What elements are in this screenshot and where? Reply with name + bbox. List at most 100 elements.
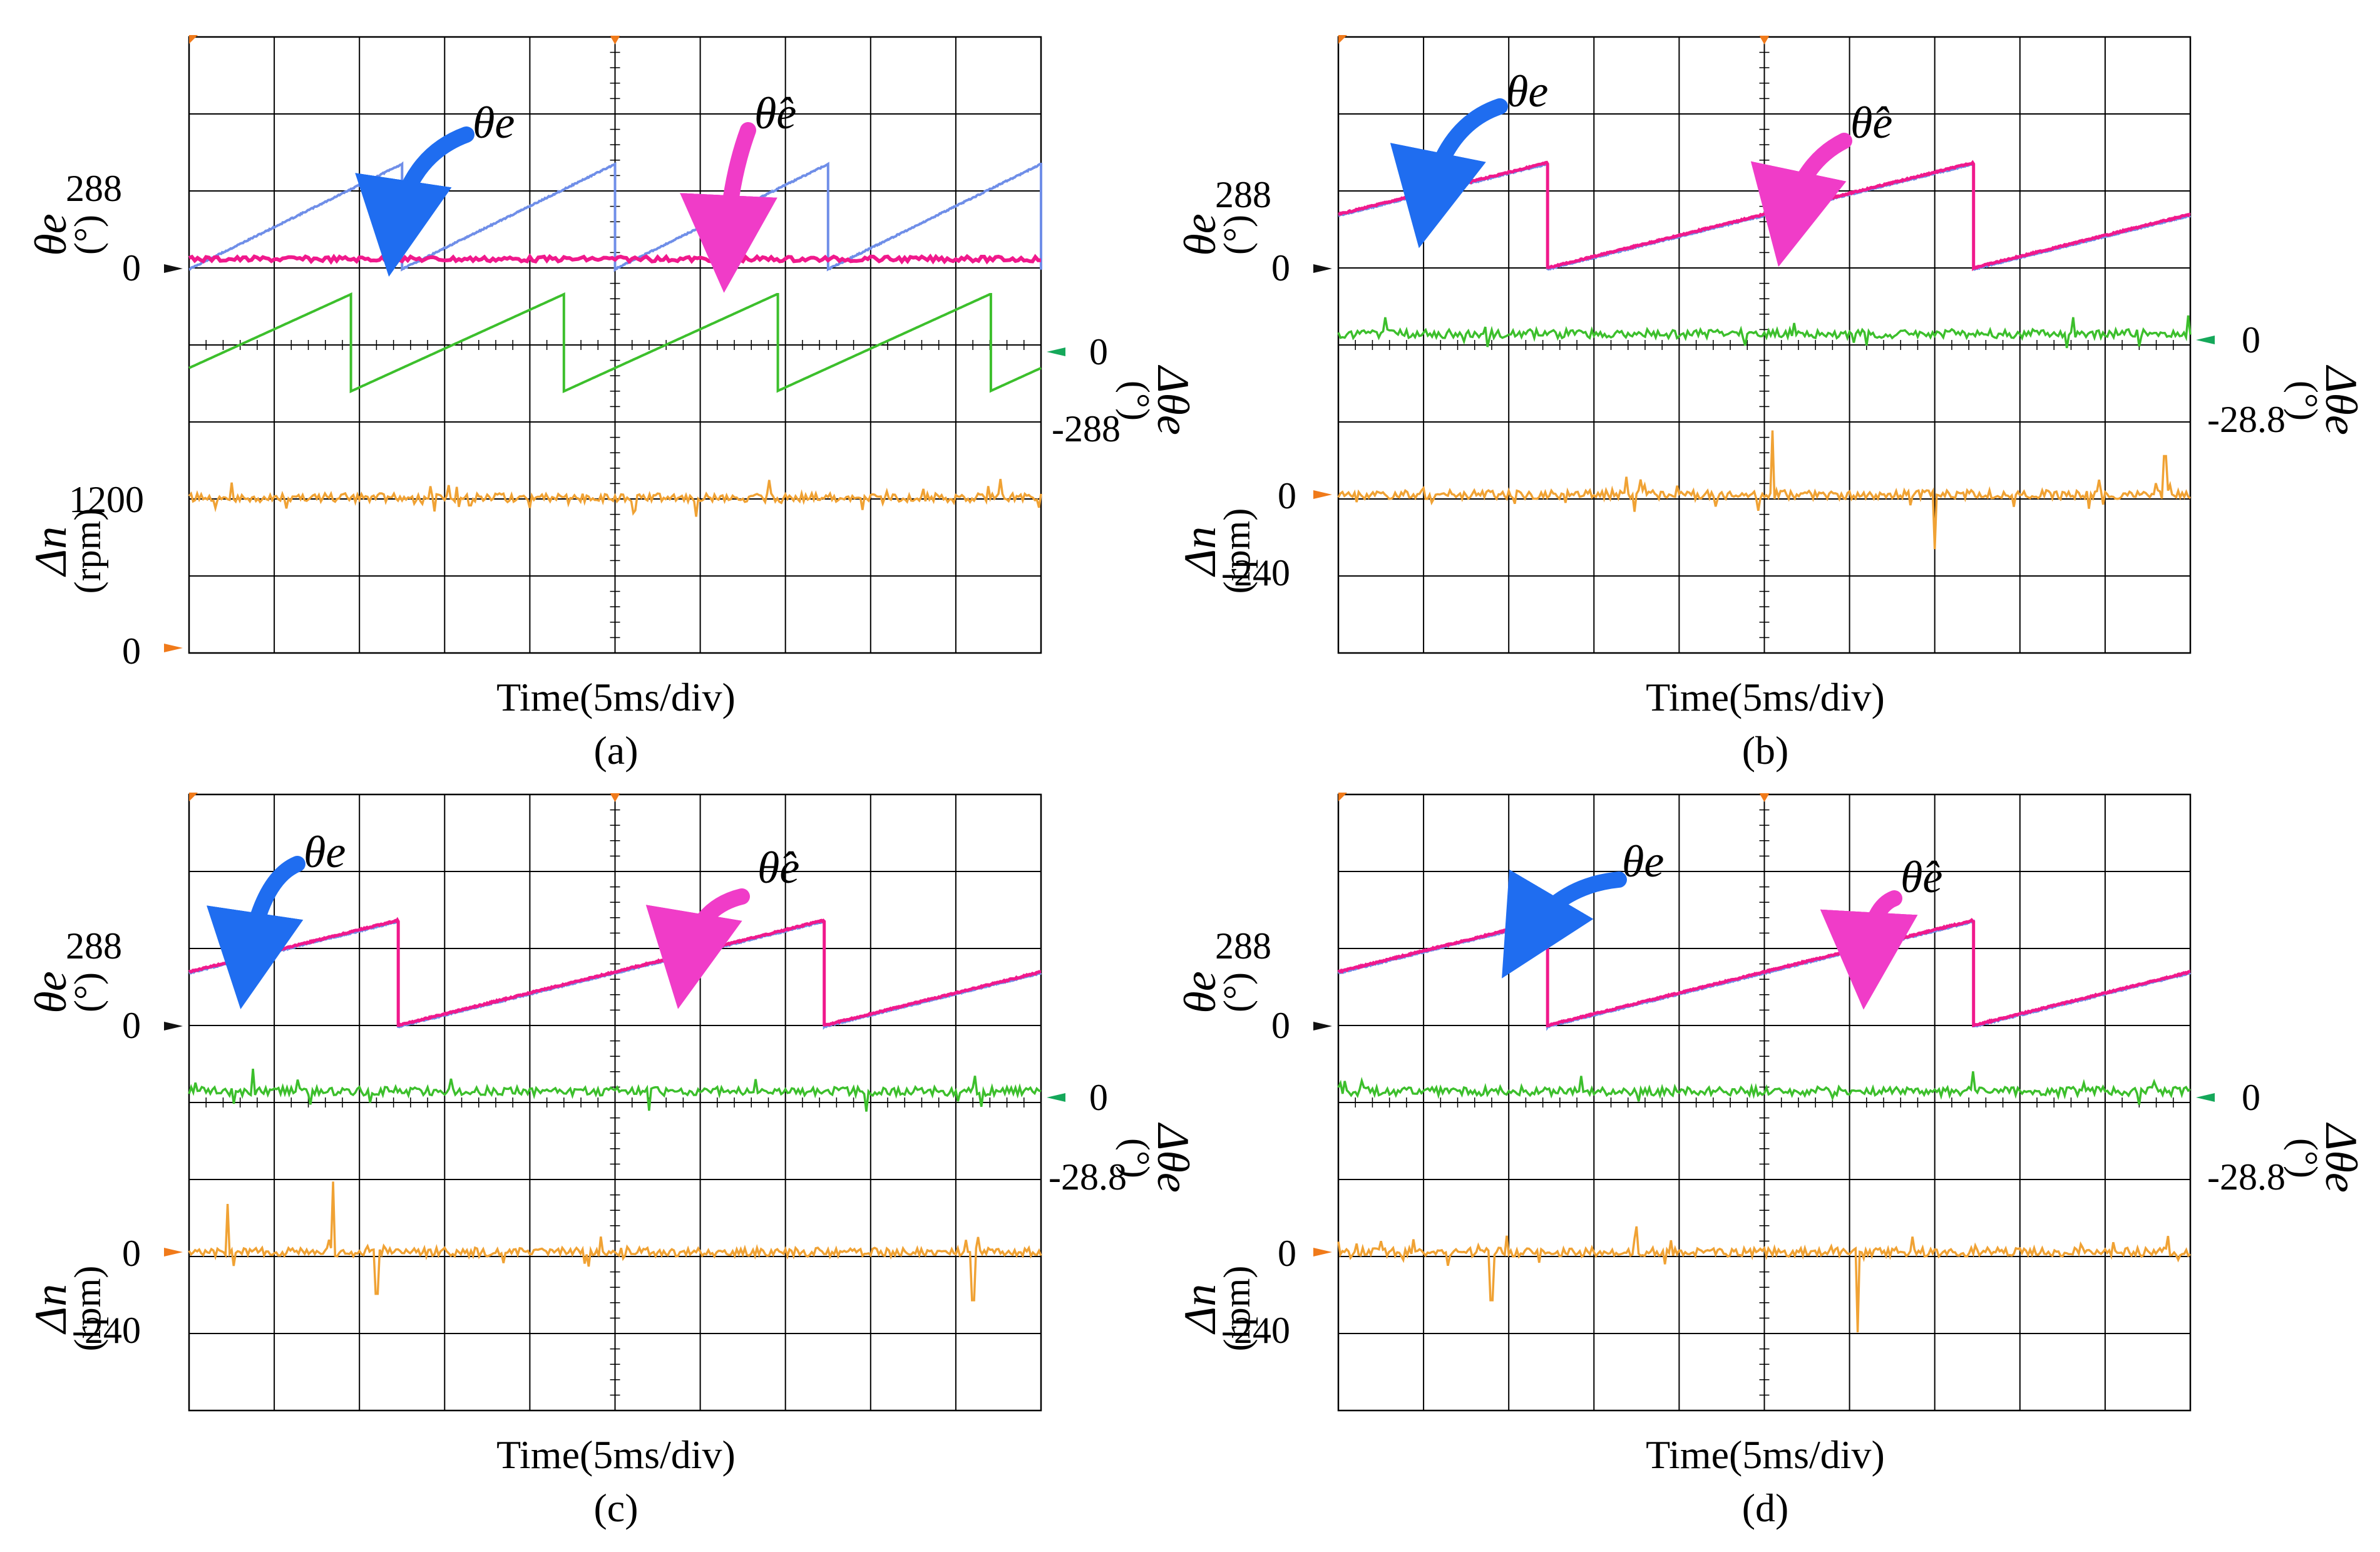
ylabel-error-c-unit: (°) xyxy=(1116,1138,1157,1178)
tick-speed-1200-a: 1200 xyxy=(69,479,144,520)
trigger-marker-a xyxy=(610,36,620,44)
panel-a: θe θ̂e 288 0 1200 0 0 -288 θe (°) Δn (rp… xyxy=(26,35,1198,773)
trace-theta-error-c xyxy=(188,1068,1042,1112)
corner-marker-b xyxy=(1338,35,1347,44)
ylabel-theta-a-unit: (°) xyxy=(67,215,108,255)
caption-b: (b) xyxy=(1742,728,1789,773)
trigger-marker-c xyxy=(610,793,620,802)
arrow-theta-hat-c-path xyxy=(645,888,750,1009)
corner-marker-c xyxy=(189,793,198,801)
tick-theta-0-b: 0 xyxy=(1271,247,1290,289)
ylabel-error-a-name: Δθe xyxy=(1148,364,1198,435)
arrow-theta-a-path xyxy=(355,126,474,277)
tick-theta-0-c: 0 xyxy=(122,1005,141,1046)
ylabel-speed-b: Δn (rpm) xyxy=(1175,508,1258,594)
tick-theta-288-a: 288 xyxy=(66,168,122,209)
ylabel-speed-d-name: Δn xyxy=(1175,1284,1225,1335)
ylabel-error-a-unit: (°) xyxy=(1116,381,1157,421)
tick-theta-0-d: 0 xyxy=(1271,1005,1290,1046)
ylabel-theta-b-unit: (°) xyxy=(1216,215,1258,255)
trace-theta-error-b xyxy=(1337,315,2192,349)
ylabel-theta-c-name: θe xyxy=(26,971,76,1013)
label-theta-hat-d: θ̂e xyxy=(1900,852,1942,902)
ylabel-error-c: Δθe (°) xyxy=(1116,1122,1198,1193)
ylabel-theta-d: θe (°) xyxy=(1175,971,1258,1013)
label-theta-hat-a: θ̂e xyxy=(754,88,796,138)
panel-c: θe θ̂e 288 0 0 -240 0 -28.8 θe (°) Δn (r… xyxy=(26,793,1198,1530)
tick-error-0-d: 0 xyxy=(2242,1077,2260,1118)
trace-theta-estimated-d xyxy=(1337,918,2190,1028)
marker-error-a xyxy=(1047,347,1065,356)
arrow-theta-c xyxy=(207,856,305,1010)
tick-speed-0-a: 0 xyxy=(122,630,141,672)
ylabel-speed-d-unit: (rpm) xyxy=(1216,1266,1258,1352)
arrow-theta-hat-d-path xyxy=(1820,890,1918,1010)
ylabel-theta-c: θe (°) xyxy=(26,971,108,1013)
label-theta-b: θe xyxy=(1506,66,1548,116)
tick-error-0-c: 0 xyxy=(1089,1077,1108,1118)
corner-marker-d xyxy=(1338,793,1347,801)
ylabel-error-b: Δθe (°) xyxy=(2284,364,2366,435)
ylabel-speed-c-name: Δn xyxy=(26,1284,76,1335)
panel-d: θe θ̂e 288 0 0 -240 0 -28.8 θe (°) Δn (r… xyxy=(1175,793,2366,1530)
tick-speed-240-d: -240 xyxy=(1221,1310,1290,1351)
label-theta-hat-b: θ̂e xyxy=(1850,98,1892,148)
arrow-theta-hat-c xyxy=(645,888,750,1009)
tick-speed-0-d: 0 xyxy=(1278,1233,1296,1274)
ylabel-theta-b: θe (°) xyxy=(1175,213,1258,255)
ylabel-theta-a-name: θe xyxy=(26,213,76,255)
tick-speed-240-c: -240 xyxy=(72,1310,141,1351)
trace-theta-estimated-a xyxy=(188,253,1041,265)
ylabel-speed-a-name: Δn xyxy=(26,527,76,577)
marker-error-d xyxy=(2196,1093,2215,1102)
tick-speed-0-c: 0 xyxy=(122,1233,141,1274)
tick-theta-288-c: 288 xyxy=(66,925,122,967)
label-theta-c: θe xyxy=(304,827,346,877)
arrow-theta-hat-b xyxy=(1750,133,1852,267)
tick-speed-0-b: 0 xyxy=(1278,475,1296,516)
corner-marker-a xyxy=(189,35,198,44)
xlabel-a: Time(5ms/div) xyxy=(496,675,736,719)
xlabel-d: Time(5ms/div) xyxy=(1646,1432,1885,1477)
arrow-theta-b-path xyxy=(1390,98,1508,249)
trace-theta-estimated-c xyxy=(188,917,1042,1027)
arrow-theta-d xyxy=(1502,869,1627,979)
ylabel-theta-d-name: θe xyxy=(1175,971,1225,1013)
tick-error-neg-b: -28.8 xyxy=(2207,399,2285,440)
marker-theta-d xyxy=(1313,1022,1332,1030)
scope-screen-d xyxy=(1337,793,2192,1412)
grid-d xyxy=(1337,793,2192,1412)
tick-error-0-a: 0 xyxy=(1089,331,1108,373)
ylabel-error-d-name: Δθe xyxy=(2316,1122,2366,1193)
arrow-theta-d-path xyxy=(1502,869,1627,979)
tick-error-0-b: 0 xyxy=(2242,319,2260,361)
marker-speed-d xyxy=(1313,1248,1332,1257)
panel-b: θe θ̂e 288 0 0 -240 0 -28.8 θe (°) Δn (r… xyxy=(1175,35,2366,773)
caption-d: (d) xyxy=(1742,1486,1789,1530)
trace-theta-actual-a xyxy=(188,161,1042,272)
arrow-theta-hat-a xyxy=(680,122,777,293)
traces-a xyxy=(188,161,1042,517)
ylabel-speed-d: Δn (rpm) xyxy=(1175,1266,1258,1352)
scope-screen-c xyxy=(188,793,1042,1412)
ylabel-theta-b-name: θe xyxy=(1175,213,1225,255)
marker-speed-c xyxy=(164,1248,183,1257)
tick-theta-288-b: 288 xyxy=(1215,174,1271,215)
ylabel-error-b-unit: (°) xyxy=(2284,381,2325,421)
ylabel-theta-a: θe (°) xyxy=(26,213,108,255)
trigger-marker-b xyxy=(1759,36,1770,44)
arrow-theta-hat-b-path xyxy=(1750,133,1852,267)
xlabel-b: Time(5ms/div) xyxy=(1646,675,1885,719)
ylabel-speed-c-unit: (rpm) xyxy=(67,1266,108,1352)
arrow-theta-a xyxy=(355,126,474,277)
ylabel-speed-c: Δn (rpm) xyxy=(26,1266,108,1352)
grid-c xyxy=(188,793,1042,1412)
arrow-theta-b xyxy=(1390,98,1508,249)
trigger-marker-d xyxy=(1759,793,1770,802)
trace-theta-error-a xyxy=(188,292,1042,394)
marker-theta-a xyxy=(164,264,183,273)
ylabel-speed-a: Δn (rpm) xyxy=(26,508,108,594)
marker-theta-c xyxy=(164,1022,183,1030)
tick-theta-288-d: 288 xyxy=(1215,925,1271,967)
